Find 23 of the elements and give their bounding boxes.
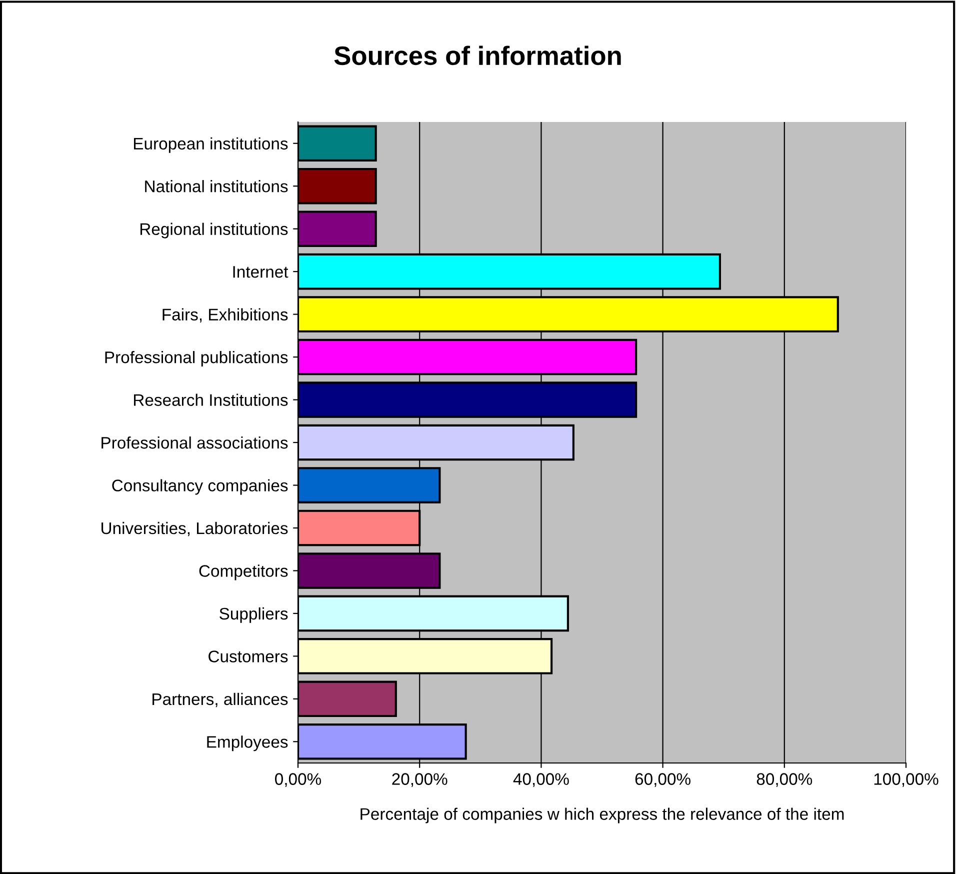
y-tick-label: Employees: [207, 736, 288, 752]
y-tick-label: Fairs, Exhibitions: [162, 308, 288, 322]
x-tick-label: 80,00%: [756, 773, 812, 787]
y-tick-label: Consultancy companies: [112, 479, 288, 495]
x-tick-label: 0,00%: [275, 773, 322, 787]
y-tick-label: Competitors: [199, 564, 288, 580]
y-tick-label: Regional institutions: [140, 222, 288, 238]
y-tick-label: Internet: [233, 266, 288, 278]
y-tick-label: Customers: [208, 650, 288, 662]
x-axis-title: Percentaje of companies w hich express the relevance of the item: [360, 808, 844, 824]
x-tick-label: 60,00%: [635, 773, 690, 787]
y-tick-label: Research Institutions: [134, 394, 288, 406]
x-tick-label: 20,00%: [392, 773, 448, 787]
y-tick-label: National institutions: [145, 180, 288, 192]
x-tick-label: 100,00%: [874, 773, 938, 787]
chart-title: Sources of information: [334, 46, 621, 66]
y-tick-label: Professional publications: [105, 350, 288, 367]
x-tick-label: 40,00%: [513, 773, 569, 787]
y-tick-label: Partners, alliances: [152, 692, 288, 708]
y-tick-label: Suppliers: [220, 607, 288, 623]
y-tick-label: Universities, Laboratories: [102, 522, 288, 536]
y-tick-label: Professional associations: [102, 436, 288, 449]
y-tick-label: European institutions: [134, 137, 288, 153]
